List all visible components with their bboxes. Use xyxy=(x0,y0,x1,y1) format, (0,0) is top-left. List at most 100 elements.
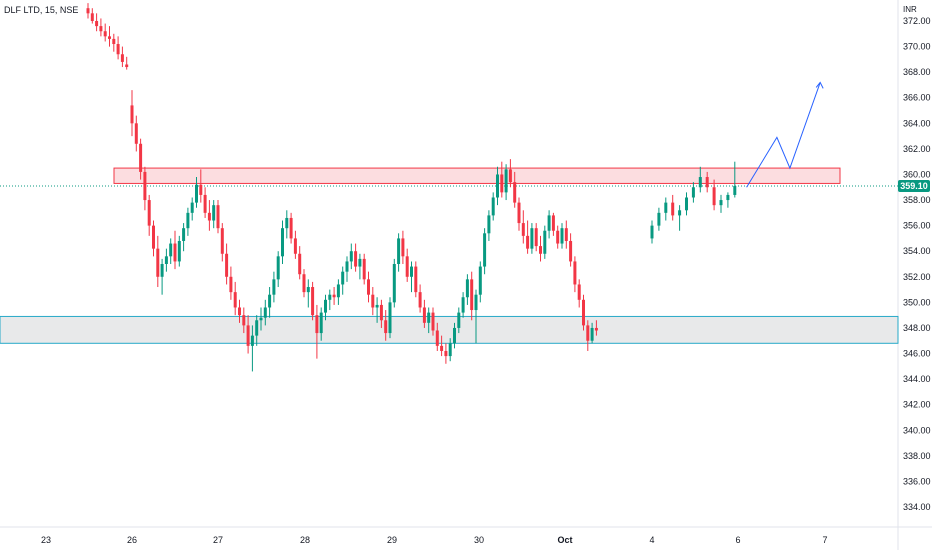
candle-body[interactable] xyxy=(664,202,668,213)
candle-body[interactable] xyxy=(143,171,147,201)
candle-body[interactable] xyxy=(414,266,418,293)
candle-body[interactable] xyxy=(457,312,461,328)
candle-body[interactable] xyxy=(691,187,695,198)
candle-body[interactable] xyxy=(379,304,383,321)
candle-body[interactable] xyxy=(358,258,362,267)
candle-body[interactable] xyxy=(319,312,323,334)
candle-body[interactable] xyxy=(207,212,211,221)
candle-body[interactable] xyxy=(521,223,525,236)
candle-body[interactable] xyxy=(526,235,530,249)
candle-body[interactable] xyxy=(147,200,151,226)
support-zone[interactable] xyxy=(0,315,899,344)
candle-body[interactable] xyxy=(474,294,478,311)
candle-body[interactable] xyxy=(259,317,263,321)
candle-body[interactable] xyxy=(534,228,538,247)
candle-body[interactable] xyxy=(500,174,504,193)
candle-body[interactable] xyxy=(336,284,340,298)
resistance-zone[interactable] xyxy=(113,167,841,184)
candle-body[interactable] xyxy=(384,320,388,334)
candle-body[interactable] xyxy=(86,8,90,14)
candle-body[interactable] xyxy=(250,335,254,346)
candle-body[interactable] xyxy=(392,264,396,303)
candle-body[interactable] xyxy=(173,243,177,262)
candle-body[interactable] xyxy=(678,210,682,216)
candle-body[interactable] xyxy=(418,292,422,308)
candle-body[interactable] xyxy=(152,225,155,249)
candle-body[interactable] xyxy=(90,13,94,21)
candle-body[interactable] xyxy=(577,284,581,300)
candle-body[interactable] xyxy=(285,217,289,229)
candle-body[interactable] xyxy=(229,276,233,293)
candle-body[interactable] xyxy=(517,202,521,224)
candle-body[interactable] xyxy=(453,327,456,344)
candle-body[interactable] xyxy=(195,184,198,203)
candle-body[interactable] xyxy=(508,169,512,183)
candle-body[interactable] xyxy=(268,294,272,308)
candle-body[interactable] xyxy=(186,212,190,229)
candle-body[interactable] xyxy=(328,294,332,300)
candle-body[interactable] xyxy=(726,194,730,201)
candle-body[interactable] xyxy=(103,31,107,37)
candle-body[interactable] xyxy=(388,302,392,334)
candle-body[interactable] xyxy=(401,238,405,257)
projection-path[interactable] xyxy=(746,82,821,188)
candle-body[interactable] xyxy=(478,266,482,295)
candle-body[interactable] xyxy=(190,202,194,213)
candle-body[interactable] xyxy=(311,287,315,316)
candle-body[interactable] xyxy=(397,238,401,264)
candle-body[interactable] xyxy=(332,294,336,298)
candle-body[interactable] xyxy=(564,228,568,241)
candle-body[interactable] xyxy=(281,228,284,257)
candle-body[interactable] xyxy=(99,26,103,32)
candle-body[interactable] xyxy=(134,123,138,144)
candle-body[interactable] xyxy=(551,215,555,231)
candle-body[interactable] xyxy=(448,343,452,357)
candle-body[interactable] xyxy=(298,253,302,275)
candle-body[interactable] xyxy=(530,228,534,249)
candle-body[interactable] xyxy=(504,169,508,193)
candle-body[interactable] xyxy=(547,215,551,231)
candle-body[interactable] xyxy=(177,240,181,262)
candle-body[interactable] xyxy=(108,36,111,39)
candle-body[interactable] xyxy=(539,246,542,254)
candle-body[interactable] xyxy=(216,205,220,229)
candle-body[interactable] xyxy=(422,307,426,323)
candle-body[interactable] xyxy=(324,299,327,313)
candle-body[interactable] xyxy=(315,315,319,334)
candle-body[interactable] xyxy=(289,217,293,239)
candle-body[interactable] xyxy=(199,184,203,195)
candle-body[interactable] xyxy=(431,312,435,331)
candle-body[interactable] xyxy=(130,105,134,124)
candle-body[interactable] xyxy=(272,279,276,295)
candle-body[interactable] xyxy=(496,174,499,198)
candle-body[interactable] xyxy=(306,287,310,293)
candle-body[interactable] xyxy=(685,197,688,211)
candle-body[interactable] xyxy=(698,177,702,188)
candle-body[interactable] xyxy=(410,266,413,277)
candle-body[interactable] xyxy=(573,261,577,285)
candle-body[interactable] xyxy=(160,264,164,277)
candle-body[interactable] xyxy=(120,54,124,62)
candle-body[interactable] xyxy=(367,279,370,295)
candle-body[interactable] xyxy=(470,279,474,311)
candle-body[interactable] xyxy=(349,251,353,262)
candle-body[interactable] xyxy=(375,304,379,308)
candle-body[interactable] xyxy=(169,243,173,257)
candle-body[interactable] xyxy=(582,299,585,326)
candle-body[interactable] xyxy=(483,233,487,267)
candle-body[interactable] xyxy=(435,330,439,346)
candle-body[interactable] xyxy=(465,279,469,298)
candle-body[interactable] xyxy=(594,327,598,331)
candle-body[interactable] xyxy=(212,205,216,221)
candle-body[interactable] xyxy=(233,292,237,308)
candle-body[interactable] xyxy=(440,345,444,351)
candle-body[interactable] xyxy=(712,187,716,206)
candle-body[interactable] xyxy=(302,274,306,293)
candle-body[interactable] xyxy=(225,253,229,277)
candle-body[interactable] xyxy=(362,258,366,280)
candle-body[interactable] xyxy=(650,225,654,239)
candle-body[interactable] xyxy=(590,327,594,341)
candle-body[interactable] xyxy=(671,202,675,216)
candle-body[interactable] xyxy=(405,256,409,277)
